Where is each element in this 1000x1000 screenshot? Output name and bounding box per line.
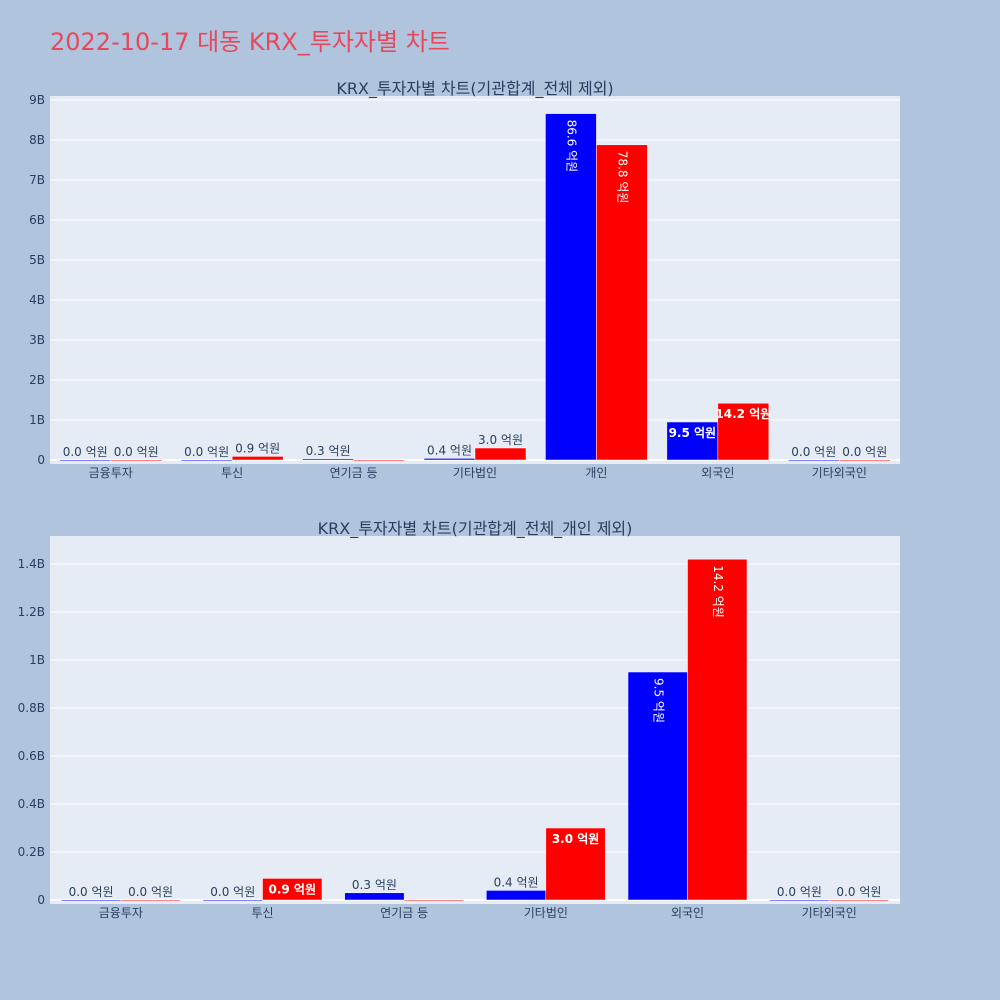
x-tick-label: 금융투자 <box>99 906 143 920</box>
chart-title: KRX_투자자별 차트(기관합계_전체 제외) <box>336 79 613 99</box>
bar <box>839 459 891 462</box>
y-tick-label: 9B <box>29 93 45 107</box>
bar <box>788 459 840 462</box>
data-label: 9.5 억원 <box>669 426 717 440</box>
data-label: 0.0 억원 <box>210 885 255 899</box>
x-tick-label: 투신 <box>221 466 243 480</box>
data-label: 9.5 억원 <box>651 678 665 723</box>
bar <box>474 447 527 461</box>
x-tick-label: 금융투자 <box>89 466 133 480</box>
y-tick-label: 1.2B <box>18 605 45 619</box>
data-label: 0.0 억원 <box>184 445 229 459</box>
plot-area <box>50 536 900 904</box>
bar <box>666 421 719 461</box>
y-tick-label: 0.6B <box>18 749 45 763</box>
data-label: 0.0 억원 <box>842 445 887 459</box>
data-label: 0.0 억원 <box>114 445 159 459</box>
y-tick-label: 8B <box>29 133 45 147</box>
y-tick-label: 3B <box>29 333 45 347</box>
bar <box>717 402 770 461</box>
y-tick-label: 6B <box>29 213 45 227</box>
bar <box>486 890 547 901</box>
data-label: 0.9 억원 <box>235 441 280 455</box>
x-tick-label: 투신 <box>251 906 273 920</box>
x-tick-label: 외국인 <box>671 906 704 920</box>
bar <box>423 458 476 461</box>
x-tick-label: 기타외국인 <box>812 466 867 480</box>
x-tick-label: 외국인 <box>701 466 734 480</box>
bar <box>828 899 889 902</box>
y-tick-label: 4B <box>29 293 45 307</box>
x-tick-label: 기타외국인 <box>802 906 857 920</box>
x-tick-label: 기타법인 <box>524 906 568 920</box>
data-label: 0.4 억원 <box>427 443 472 457</box>
data-label: 14.2 억원 <box>715 407 771 421</box>
bar <box>545 113 597 461</box>
x-tick-label: 연기금 등 <box>380 906 428 920</box>
y-tick-label: 2B <box>29 373 45 387</box>
data-label: 0.0 억원 <box>69 885 114 899</box>
data-label: 3.0 억원 <box>552 832 600 846</box>
data-label: 3.0 억원 <box>478 433 523 447</box>
y-tick-label: 0 <box>37 893 45 907</box>
bar <box>231 456 284 461</box>
bar <box>403 899 464 902</box>
x-tick-label: 연기금 등 <box>330 466 378 480</box>
y-tick-label: 0 <box>37 453 45 467</box>
data-label: 86.6 억원 <box>564 120 578 173</box>
bar <box>545 827 606 901</box>
bar <box>202 899 263 902</box>
data-label: 0.0 억원 <box>128 885 173 899</box>
y-tick-label: 1B <box>29 413 45 427</box>
bar <box>769 899 830 902</box>
y-tick-label: 0.4B <box>18 797 45 811</box>
bar <box>262 878 323 901</box>
data-label: 0.0 억원 <box>836 885 881 899</box>
data-label: 0.3 억원 <box>306 444 351 458</box>
bar <box>59 459 111 462</box>
bar <box>120 899 181 902</box>
page-title: 2022-10-17 대동 KRX_투자자별 차트 <box>50 28 450 56</box>
data-label: 0.0 억원 <box>63 445 108 459</box>
y-tick-label: 7B <box>29 173 45 187</box>
y-tick-label: 1.4B <box>18 557 45 571</box>
bar <box>353 459 405 462</box>
bar <box>61 899 122 902</box>
y-tick-label: 0.8B <box>18 701 45 715</box>
data-label: 0.3 억원 <box>352 878 397 892</box>
data-label: 0.0 억원 <box>791 445 836 459</box>
bar <box>302 458 354 461</box>
data-label: 14.2 억원 <box>711 565 725 618</box>
bar <box>110 459 162 462</box>
bar <box>180 459 233 462</box>
bar <box>344 892 405 901</box>
x-tick-label: 개인 <box>585 466 607 480</box>
bar <box>687 558 748 901</box>
data-label: 0.0 억원 <box>777 885 822 899</box>
bar <box>596 144 648 461</box>
y-tick-label: 0.2B <box>18 845 45 859</box>
bar <box>627 671 688 901</box>
chart-title: KRX_투자자별 차트(기관합계_전체_개인 제외) <box>318 519 633 539</box>
plot-area <box>50 96 900 464</box>
y-tick-label: 1B <box>29 653 45 667</box>
x-tick-label: 기타법인 <box>453 466 497 480</box>
y-tick-label: 5B <box>29 253 45 267</box>
data-label: 0.9 억원 <box>268 882 316 896</box>
data-label: 0.4 억원 <box>494 875 539 889</box>
data-label: 78.8 억원 <box>615 151 629 204</box>
